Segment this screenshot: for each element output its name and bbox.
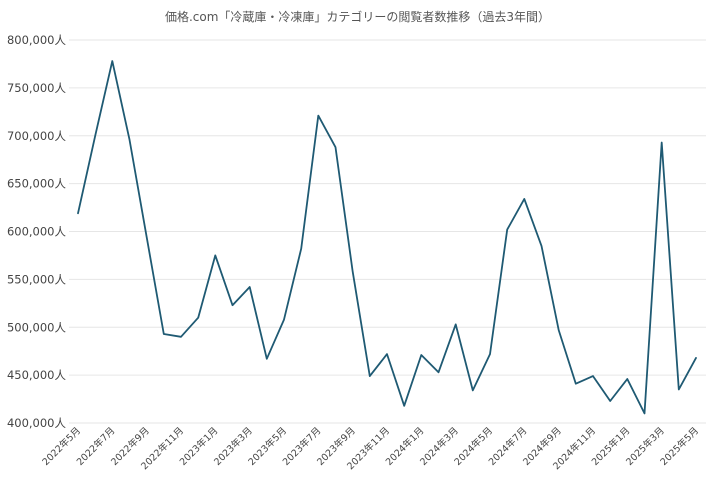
y-tick-label: 550,000人: [7, 272, 67, 286]
x-axis-ticks: 2022年5月2022年7月2022年9月2022年11月2023年1月2023…: [40, 425, 701, 473]
y-tick-label: 500,000人: [7, 320, 67, 334]
y-tick-label: 600,000人: [7, 225, 67, 239]
gridlines: [69, 39, 706, 424]
y-tick-label: 650,000人: [7, 177, 67, 191]
series-line: [77, 60, 697, 415]
y-tick-label: 450,000人: [7, 368, 67, 382]
y-axis-ticks: 400,000人 450,000人 500,000人 550,000人 600,000人…: [7, 33, 67, 430]
y-tick-label: 750,000人: [7, 81, 67, 95]
y-tick-label: 800,000人: [7, 33, 67, 47]
y-tick-label: 400,000人: [7, 416, 67, 430]
series-layer: [77, 60, 697, 415]
y-tick-label: 700,000人: [7, 129, 67, 143]
chart-title: 価格.com「冷蔵庫・冷凍庫」カテゴリーの閲覧者数推移（過去3年間）: [165, 9, 550, 24]
